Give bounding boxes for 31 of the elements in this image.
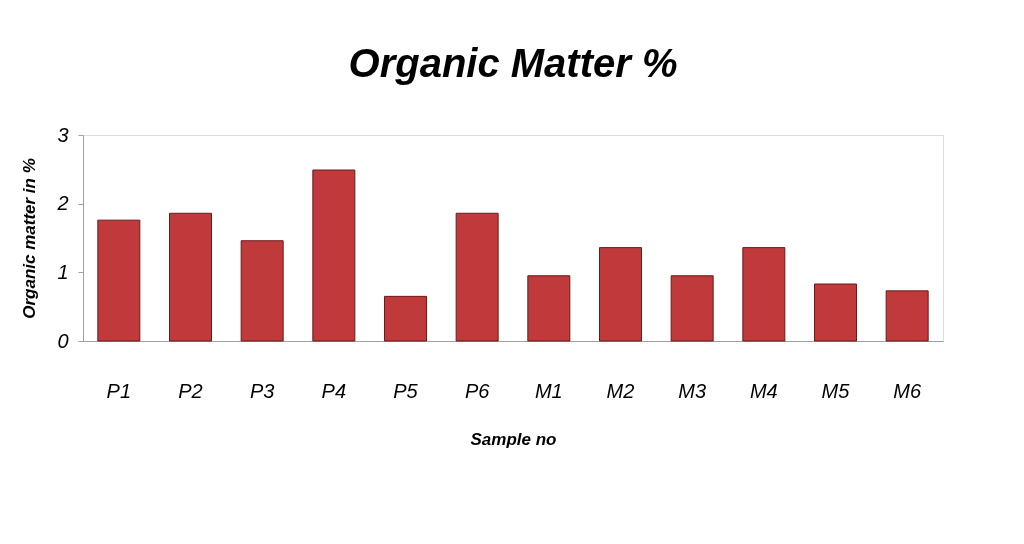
bar [169,212,212,342]
bar [384,295,427,342]
x-tick-label: M2 [606,379,635,402]
x-tick-label: P2 [178,379,203,402]
x-tick-label: P6 [464,379,491,402]
y-axis-title: Organic matter in % [20,158,40,319]
y-tick-label: 2 [56,192,69,215]
bar [455,212,499,342]
x-tick-label: P4 [321,379,347,402]
bar [240,240,284,342]
x-tick-label: P5 [393,379,419,402]
bar [742,247,786,342]
chart-title: Organic Matter % [348,41,678,85]
x-axis-title: Sample no [470,429,557,449]
bar [814,283,857,342]
bar [97,219,141,342]
y-tick-label: 3 [57,123,69,146]
x-tick-label: M6 [893,379,922,402]
x-tick-label: M4 [749,379,778,402]
bar [599,247,642,342]
bar [312,169,356,342]
x-tick-label: M1 [534,379,563,402]
x-tick-label: P1 [106,379,132,402]
bar [527,275,571,342]
y-tick-label: 0 [57,329,69,352]
bar [670,275,714,342]
bar [885,290,929,342]
x-tick-label: M3 [678,379,707,402]
y-tick-label: 1 [57,260,69,283]
x-tick-label: P3 [249,379,275,402]
x-tick-label: M5 [821,379,851,402]
